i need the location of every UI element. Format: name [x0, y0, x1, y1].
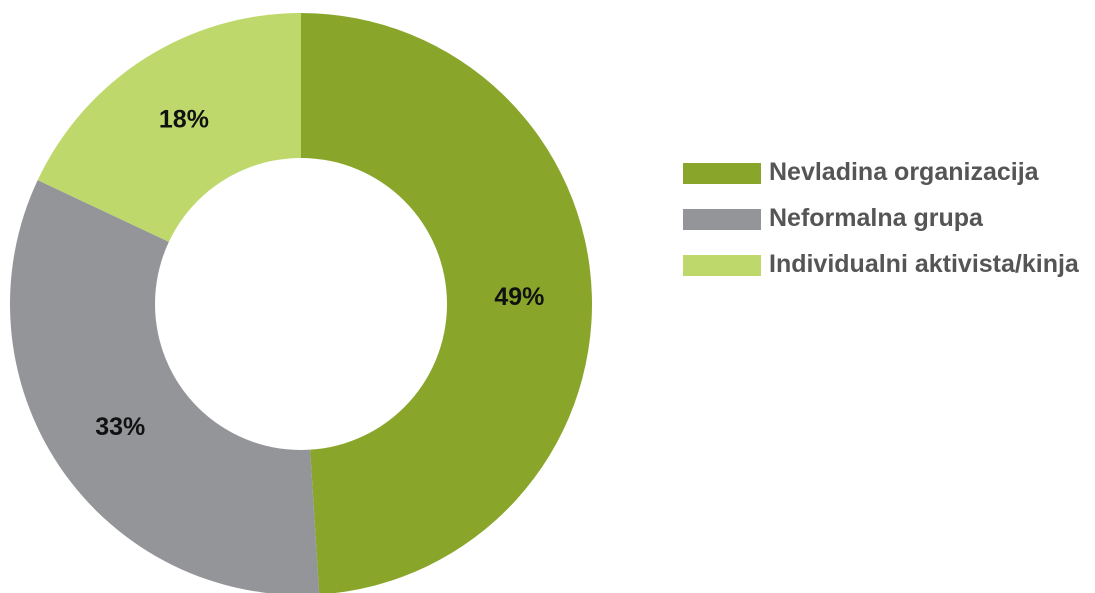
legend-item-nevladina-organizacija: Nevladina organizacija — [683, 150, 1093, 196]
legend-item-individualni-aktivista: Individualni aktivista/kinja — [683, 242, 1093, 322]
slice-value-label: 49% — [494, 283, 544, 311]
legend-swatch — [683, 209, 761, 230]
legend: Nevladina organizacija Neformalna grupa … — [683, 150, 1093, 322]
legend-label: Nevladina organizacija — [769, 158, 1039, 186]
legend-swatch — [683, 163, 761, 184]
legend-item-neformalna-grupa: Neformalna grupa — [683, 196, 1093, 242]
slice-value-label: 33% — [95, 413, 145, 441]
legend-label: Neformalna grupa — [769, 204, 983, 232]
legend-label: Individualni aktivista/kinja — [769, 250, 1079, 278]
slice-value-label: 18% — [159, 106, 209, 134]
slice-labels: 49% 33% 18% — [95, 106, 544, 441]
legend-swatch — [683, 255, 761, 276]
donut-hole — [155, 158, 447, 450]
